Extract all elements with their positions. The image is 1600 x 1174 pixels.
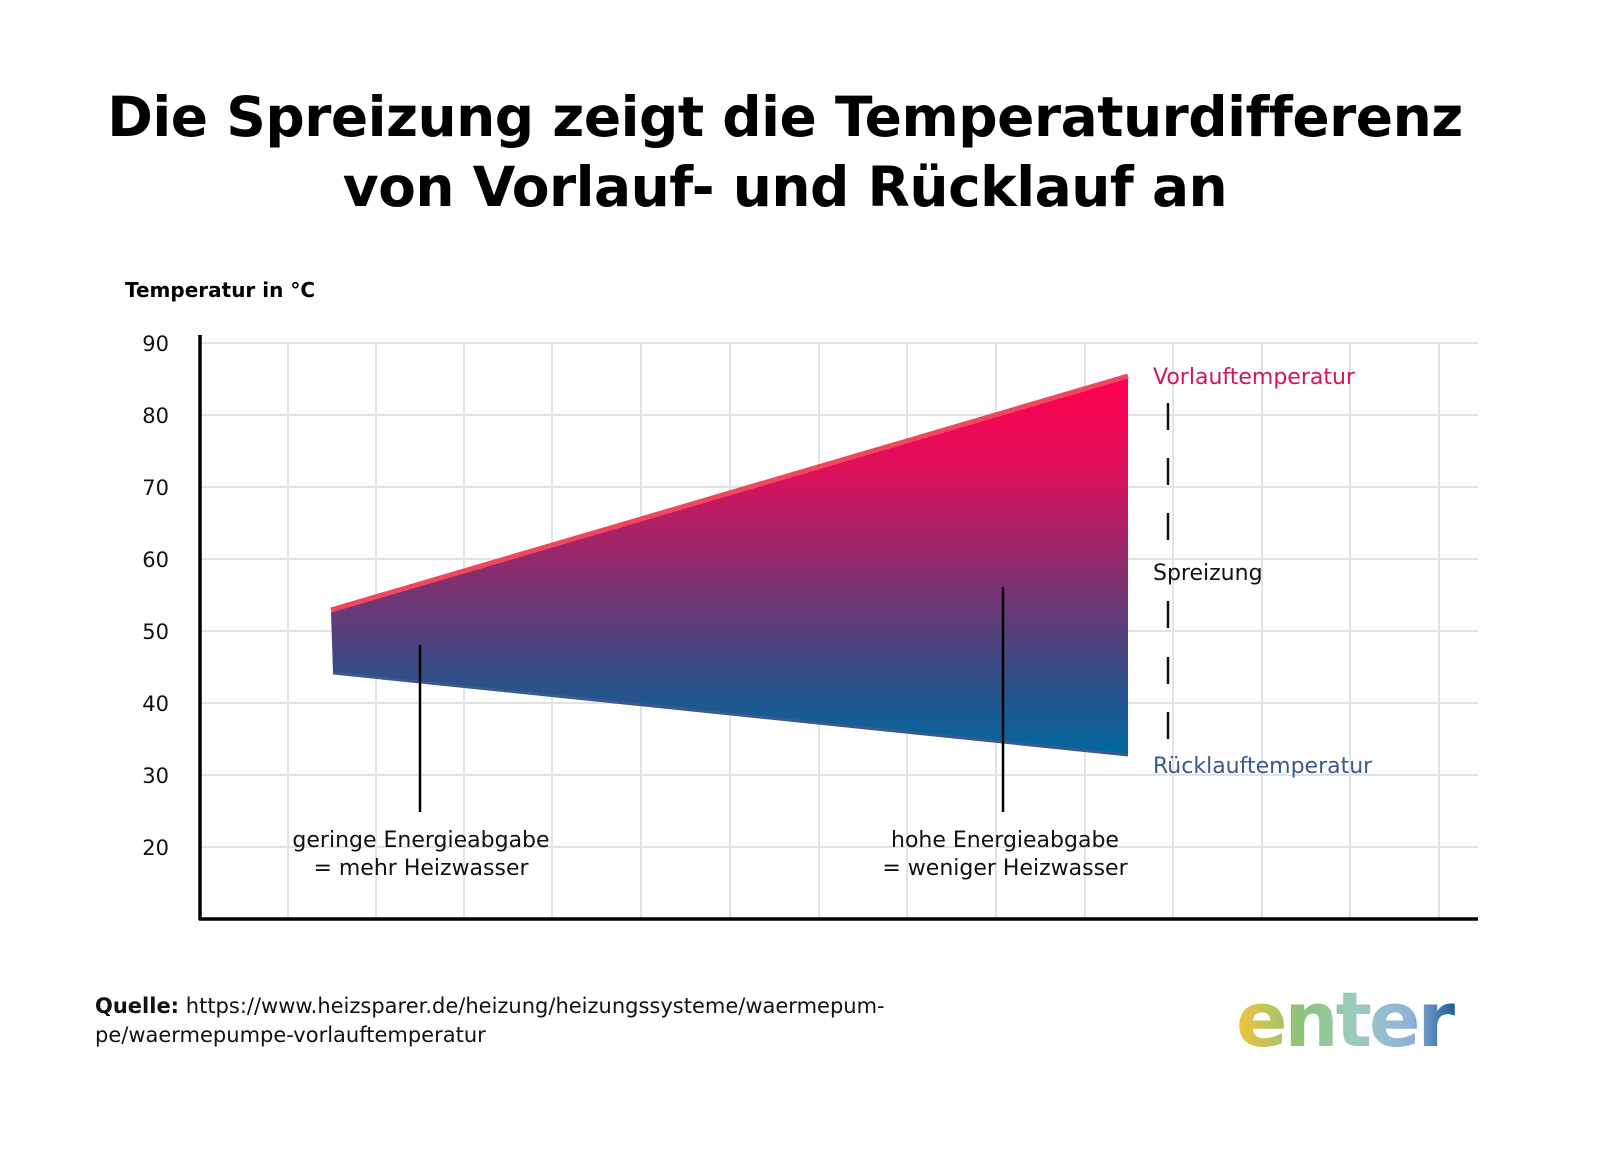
title-line-1: Die Spreizung zeigt die Temperaturdiffer…	[107, 85, 1463, 149]
source-url-line-2[interactable]: pe/waermepumpe-vorlauftemperatur	[95, 1023, 486, 1047]
y-tick: 30	[142, 764, 169, 788]
annotation-left-line-2: = mehr Heizwasser	[313, 856, 529, 881]
y-tick: 20	[142, 836, 169, 860]
spreizung-label: Spreizung	[1153, 561, 1263, 586]
y-tick: 90	[142, 332, 169, 356]
spread-area	[331, 377, 1128, 755]
y-tick: 50	[142, 620, 169, 644]
y-tick: 80	[142, 404, 169, 428]
ruecklauf-label: Rücklauftemperatur	[1153, 754, 1373, 779]
source-label: Quelle:	[95, 994, 180, 1018]
annotation-left-line-1: geringe Energieabgabe	[292, 828, 549, 853]
y-tick-labels: 90 80 70 60 50 40 30 20	[142, 332, 169, 860]
vorlauf-label: Vorlauftemperatur	[1153, 365, 1356, 390]
y-tick: 40	[142, 692, 169, 716]
chart-title: Die Spreizung zeigt die Temperaturdiffer…	[0, 82, 1570, 222]
title-line-2: von Vorlauf- und Rücklauf an	[342, 155, 1228, 219]
y-tick: 60	[142, 548, 169, 572]
source-url-line-1[interactable]: https://www.heizsparer.de/heizung/heizun…	[179, 994, 885, 1018]
annotation-right-line-2: = weniger Heizwasser	[882, 856, 1128, 881]
ruecklauf-line	[332, 671, 1129, 757]
annotation-right-line-1: hohe Energieabgabe	[891, 828, 1119, 853]
y-axis-label: Temperatur in °C	[125, 278, 315, 302]
vorlauf-line	[330, 373, 1129, 613]
y-tick: 70	[142, 476, 169, 500]
enter-logo: enter	[1236, 975, 1456, 1064]
source-citation: Quelle: https://www.heizsparer.de/heizun…	[95, 992, 1055, 1050]
